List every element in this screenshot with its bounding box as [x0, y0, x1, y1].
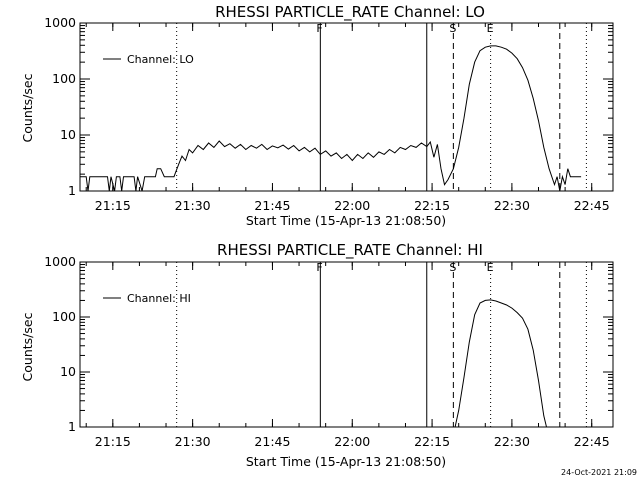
plot-frame — [79, 261, 614, 428]
x-tick-label: 21:30 — [175, 198, 211, 213]
panel-channel-hi: RHESSI PARTICLE_RATE Channel: HI Start T… — [20, 241, 614, 469]
y-axis-label: Counts/sec — [20, 312, 35, 381]
event-marker-label: E — [487, 261, 494, 274]
y-axis-label: Counts/sec — [20, 73, 35, 142]
panel-channel-lo: RHESSI PARTICLE_RATE Channel: LO Start T… — [20, 3, 614, 228]
plot-frame — [79, 22, 614, 192]
series-line — [80, 45, 582, 191]
x-tick-label: 21:30 — [175, 434, 211, 449]
x-tick-label: 22:00 — [334, 198, 370, 213]
y-tick-label: 100 — [52, 309, 76, 324]
event-marker-label: S — [449, 261, 456, 274]
y-tick-label: 1000 — [44, 15, 76, 30]
x-tick-label: 21:15 — [95, 198, 131, 213]
x-tick-label: 21:45 — [254, 198, 290, 213]
y-tick-label: 10 — [60, 127, 76, 142]
x-tick-label: 22:45 — [574, 198, 610, 213]
event-marker-label: S — [449, 22, 456, 35]
legend-label: Channel: HI — [127, 292, 191, 305]
series-line — [454, 299, 547, 427]
y-tick-label: 1000 — [44, 254, 76, 269]
x-tick-label: 22:30 — [494, 198, 530, 213]
x-tick-label: 22:30 — [494, 434, 530, 449]
x-tick-label: 22:00 — [334, 434, 370, 449]
y-tick-label: 1 — [68, 183, 76, 198]
x-axis-label: Start Time (15-Apr-13 21:08:50) — [246, 213, 446, 228]
footer-timestamp: 24-Oct-2021 21:09 — [561, 468, 637, 477]
y-tick-label: 1 — [68, 419, 76, 434]
chart-title: RHESSI PARTICLE_RATE Channel: LO — [215, 3, 485, 22]
legend-label: Channel: LO — [127, 53, 194, 66]
y-tick-label: 100 — [52, 71, 76, 86]
x-tick-label: 22:15 — [414, 198, 450, 213]
x-tick-label: 22:15 — [414, 434, 450, 449]
event-marker-label: F — [316, 261, 322, 274]
y-tick-label: 10 — [60, 364, 76, 379]
x-tick-label: 22:45 — [574, 434, 610, 449]
x-axis-label: Start Time (15-Apr-13 21:08:50) — [246, 454, 446, 469]
event-marker-label: E — [487, 22, 494, 35]
x-tick-label: 21:45 — [254, 434, 290, 449]
event-marker-label: F — [316, 22, 322, 35]
x-tick-label: 21:15 — [95, 434, 131, 449]
chart-title: RHESSI PARTICLE_RATE Channel: HI — [217, 241, 483, 260]
